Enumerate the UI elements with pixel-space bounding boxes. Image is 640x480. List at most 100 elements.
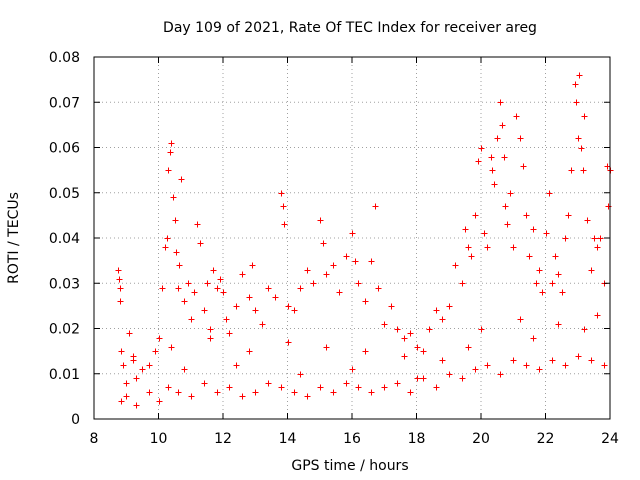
x-tick-label: 16 [343, 431, 361, 447]
data-point [252, 389, 259, 396]
data-point [594, 244, 601, 251]
data-point [181, 298, 188, 305]
data-point [310, 280, 317, 287]
data-point [201, 380, 208, 387]
data-point [539, 289, 546, 296]
data-point [465, 344, 472, 351]
data-point [555, 271, 562, 278]
data-point [194, 221, 201, 228]
data-point [220, 289, 227, 296]
data-point [555, 321, 562, 328]
data-point [352, 258, 359, 265]
data-point [291, 389, 298, 396]
data-point [446, 371, 453, 378]
data-points [115, 72, 614, 409]
data-point [239, 393, 246, 400]
data-point [233, 303, 240, 310]
data-point [139, 366, 146, 373]
data-point [452, 262, 459, 269]
data-point [565, 212, 572, 219]
data-point [233, 362, 240, 369]
data-point [513, 113, 520, 120]
data-point [472, 212, 479, 219]
data-point [323, 344, 330, 351]
data-point [133, 375, 140, 382]
data-point [501, 154, 508, 161]
data-point [355, 384, 362, 391]
data-point [459, 280, 466, 287]
data-point [526, 253, 533, 260]
data-point [146, 389, 153, 396]
data-point [217, 276, 224, 283]
data-point [462, 226, 469, 233]
data-point [278, 190, 285, 197]
data-point [494, 135, 501, 142]
data-point [578, 145, 585, 152]
data-point [281, 221, 288, 228]
data-point [562, 362, 569, 369]
data-point [170, 194, 177, 201]
data-point [355, 280, 362, 287]
data-point [330, 389, 337, 396]
data-point [414, 344, 421, 351]
data-point [375, 285, 382, 292]
data-point [594, 312, 601, 319]
y-tick-label: 0.04 [49, 231, 80, 247]
data-point [123, 380, 130, 387]
x-axis-label: GPS time / hours [291, 458, 408, 474]
axis-ticks: 8 10 12 14 16 18 20 22 24 0 0.01 0.02 0.03 0.04 0.05 0.… [49, 50, 619, 447]
data-point [214, 389, 221, 396]
data-point [265, 285, 272, 292]
data-point [185, 280, 192, 287]
data-point [591, 235, 598, 242]
data-point [576, 72, 583, 79]
data-point [226, 384, 233, 391]
data-point [575, 353, 582, 360]
data-point [388, 303, 395, 310]
data-point [407, 389, 414, 396]
data-point [249, 262, 256, 269]
data-point [246, 348, 253, 355]
data-point [502, 203, 509, 210]
data-point [488, 154, 495, 161]
data-point [349, 366, 356, 373]
data-point [116, 276, 123, 283]
x-tick-label: 10 [150, 431, 168, 447]
data-point [489, 167, 496, 174]
data-point [533, 280, 540, 287]
data-point [362, 298, 369, 305]
grid-lines [94, 57, 610, 419]
y-axis-label: ROTI / TECUs [6, 192, 22, 284]
data-point [285, 303, 292, 310]
data-point [343, 253, 350, 260]
data-point [207, 326, 214, 333]
data-point [394, 326, 401, 333]
data-point [523, 362, 530, 369]
data-point [188, 316, 195, 323]
y-tick-label: 0 [71, 412, 80, 428]
data-point [130, 353, 137, 360]
data-point [546, 190, 553, 197]
data-point [188, 393, 195, 400]
data-point [214, 285, 221, 292]
data-point [223, 316, 230, 323]
data-point [401, 353, 408, 360]
data-point [368, 258, 375, 265]
data-point [530, 335, 537, 342]
data-point [304, 267, 311, 274]
data-point [368, 389, 375, 396]
data-point [433, 307, 440, 314]
data-point [420, 375, 427, 382]
data-point [115, 267, 122, 274]
y-tick-label: 0.02 [49, 322, 80, 338]
data-point [167, 149, 174, 156]
data-point [507, 190, 514, 197]
data-point [118, 348, 125, 355]
y-tick-label: 0.05 [49, 186, 80, 202]
data-point [349, 230, 356, 237]
data-point [601, 362, 608, 369]
data-point [252, 307, 259, 314]
x-tick-label: 18 [408, 431, 426, 447]
data-point [175, 285, 182, 292]
